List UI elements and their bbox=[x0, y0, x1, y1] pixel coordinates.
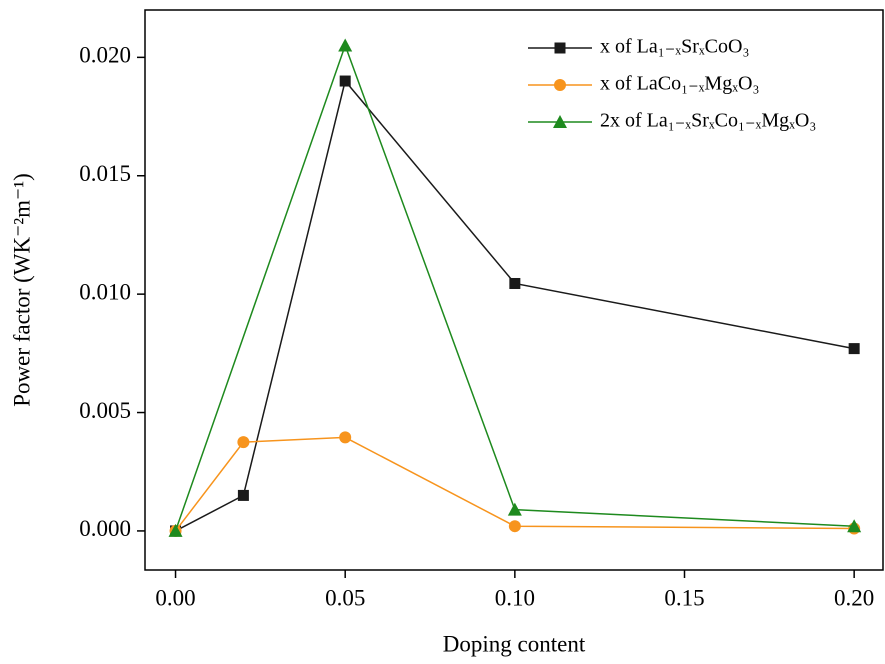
y-tick-label: 0.010 bbox=[79, 279, 131, 304]
y-tick-label: 0.000 bbox=[79, 516, 131, 541]
marker bbox=[168, 523, 183, 537]
marker bbox=[508, 520, 521, 533]
legend-label: x of La₁₋ₓSrₓCoO₃ bbox=[600, 36, 749, 58]
plot-frame bbox=[144, 9, 884, 571]
marker bbox=[554, 79, 566, 91]
series-line bbox=[174, 436, 855, 532]
legend-label: 2x of La₁₋ₓSrₓCo₁₋ₓMgₓO₃ bbox=[600, 110, 816, 132]
x-tick-label: 0.20 bbox=[834, 585, 874, 610]
x-tick-label: 0.00 bbox=[155, 585, 195, 610]
series-line bbox=[174, 43, 855, 532]
marker bbox=[339, 75, 351, 87]
marker bbox=[554, 42, 566, 54]
marker bbox=[237, 489, 249, 501]
x-axis-label: Doping content bbox=[443, 631, 586, 656]
marker bbox=[553, 115, 567, 128]
x-tick-label: 0.10 bbox=[495, 585, 535, 610]
x-tick-label: 0.15 bbox=[664, 585, 704, 610]
marker bbox=[847, 519, 862, 533]
y-tick-label: 0.020 bbox=[79, 43, 131, 68]
y-axis-label: Power factor (WK⁻²m⁻¹) bbox=[9, 173, 34, 407]
marker bbox=[509, 277, 521, 289]
marker bbox=[507, 502, 522, 516]
x-tick-label: 0.05 bbox=[325, 585, 365, 610]
series-line bbox=[175, 79, 855, 532]
y-tick-label: 0.015 bbox=[79, 161, 131, 186]
marker bbox=[338, 38, 353, 52]
marker bbox=[339, 431, 352, 444]
marker bbox=[237, 436, 250, 449]
marker bbox=[848, 343, 860, 355]
y-tick-label: 0.005 bbox=[79, 398, 131, 423]
legend: x of La₁₋ₓSrₓCoO₃ x of LaCo₁₋ₓMgₓO₃ 2x of … bbox=[528, 36, 816, 132]
legend-label: x of LaCo₁₋ₓMgₓO₃ bbox=[600, 73, 759, 95]
